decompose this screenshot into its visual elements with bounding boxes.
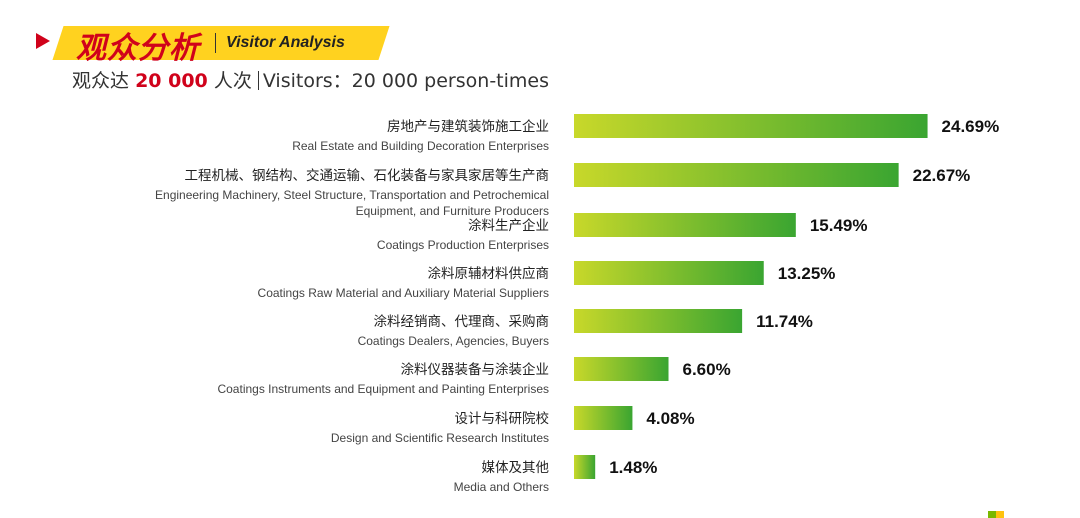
bar-2 xyxy=(574,163,899,187)
title-chinese: 观众分析 xyxy=(76,31,200,66)
value-label-2: 22.67% xyxy=(913,166,971,185)
value-label-1: 24.69% xyxy=(942,117,1000,136)
bar-4 xyxy=(574,261,764,285)
title-english: Visitor Analysis xyxy=(226,34,345,51)
category-label-cn-1: 房地产与建筑装饰施工企业 xyxy=(387,118,549,135)
bar-8 xyxy=(574,455,596,479)
value-label-3: 15.49% xyxy=(810,216,868,235)
bar-6 xyxy=(574,357,669,381)
title-separator xyxy=(215,33,216,53)
category-label-cn-5: 涂料经销商、代理商、采购商 xyxy=(374,314,550,330)
play-arrow-icon xyxy=(36,33,50,49)
category-label-en-4-1: Coatings Raw Material and Auxiliary Mate… xyxy=(258,286,549,300)
bar-7 xyxy=(574,406,633,430)
chart-plot-area: 24.69% 房地产与建筑装饰施工企业 Real Estate and Buildi… xyxy=(155,114,999,494)
category-label-en-3-1: Coatings Production Enterprises xyxy=(377,238,549,252)
subtitle-prefix: 观众达 xyxy=(72,70,130,92)
category-label-en-7-1: Design and Scientific Research Institute… xyxy=(331,431,549,445)
brand-logo-icon xyxy=(988,511,1004,518)
value-label-8: 1.48% xyxy=(609,458,657,477)
category-label-en-2-2: Equipment, and Furniture Producers xyxy=(356,204,549,218)
bar-1 xyxy=(574,114,928,138)
category-label-en-1-1: Real Estate and Building Decoration Ente… xyxy=(292,139,549,153)
bar-3 xyxy=(574,213,796,237)
subtitle-suffix: 人次 xyxy=(213,70,252,92)
category-label-cn-8: 媒体及其他 xyxy=(482,460,550,476)
category-label-cn-3: 涂料生产企业 xyxy=(468,217,549,234)
value-label-4: 13.25% xyxy=(778,264,836,283)
visitor-count-number: 20 000 xyxy=(135,70,208,92)
value-label-6: 6.60% xyxy=(683,360,731,379)
category-label-en-8-1: Media and Others xyxy=(454,480,549,494)
category-label-cn-7: 设计与科研院校 xyxy=(455,410,550,427)
category-label-cn-6: 涂料仪器装备与涂装企业 xyxy=(401,361,550,378)
section-header: 观众分析 Visitor Analysis 观众达 20 000 人次 Visit… xyxy=(0,0,1080,110)
value-label-7: 4.08% xyxy=(646,409,694,428)
category-label-cn-4: 涂料原辅材料供应商 xyxy=(428,265,550,282)
category-label-cn-2: 工程机械、钢结构、交通运输、石化装备与家具家居等生产商 xyxy=(185,167,550,184)
subtitle-separator xyxy=(257,71,259,90)
category-label-en-5-1: Coatings Dealers, Agencies, Buyers xyxy=(358,334,549,348)
category-label-en-6-1: Coatings Instruments and Equipment and P… xyxy=(217,382,549,396)
bar-5 xyxy=(574,309,743,333)
value-label-5: 11.74% xyxy=(756,312,813,331)
visitor-count-subtitle: 观众达 20 000 人次 Visitors：20 000 person-time… xyxy=(72,66,549,93)
category-label-en-2-1: Engineering Machinery, Steel Structure, … xyxy=(155,188,549,202)
subtitle-english: Visitors：20 000 person-times xyxy=(262,70,549,92)
